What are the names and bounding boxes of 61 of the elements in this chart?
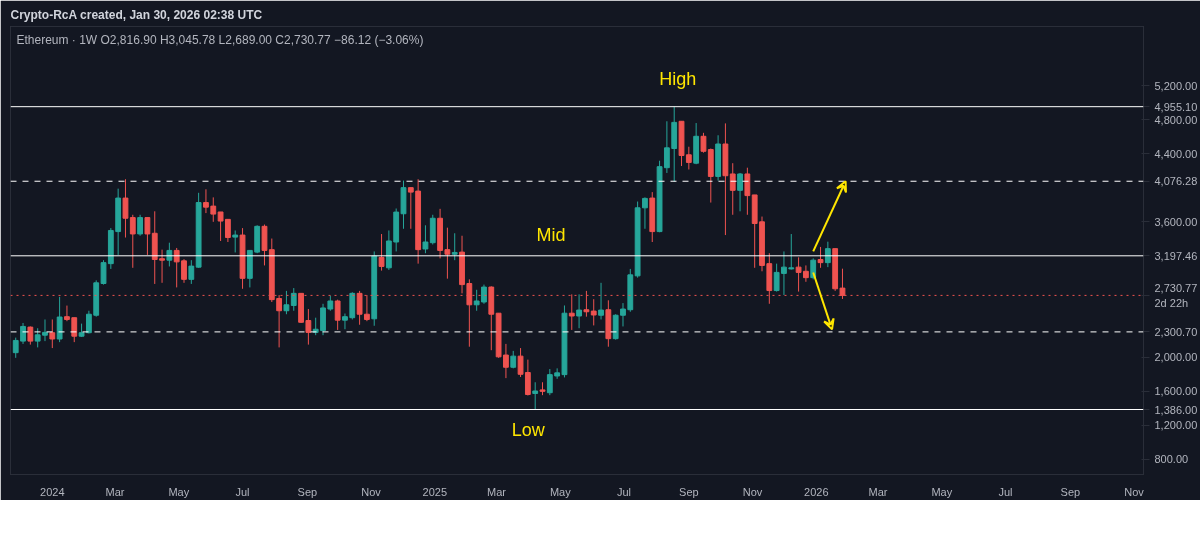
x-tick-label: Jul	[617, 485, 632, 498]
chart-title: Crypto-RcA created, Jan 30, 2026 02:38 UTC	[10, 7, 263, 22]
candlestick	[576, 293, 582, 329]
candlestick	[188, 259, 195, 285]
annotation: High	[659, 68, 697, 89]
x-tick-label: 2024	[40, 485, 65, 498]
x-tick-label: Jul	[998, 485, 1013, 498]
candlestick	[56, 296, 63, 343]
x-tick-label: 2025	[422, 485, 448, 498]
x-tick-label: 2026	[804, 485, 829, 498]
candlestick	[334, 299, 341, 331]
x-tick-label: May	[168, 485, 190, 498]
ref-line-label: 1,386.00	[1154, 403, 1198, 416]
candlestick	[144, 217, 151, 256]
candlestick	[451, 232, 458, 261]
ref-line-label: 3,197.46	[1154, 249, 1198, 262]
x-tick-label: Nov	[1124, 485, 1145, 498]
x-tick-label: Nov	[361, 485, 382, 498]
y-tick-label: 5,200.00	[1154, 79, 1198, 92]
y-tick-label: 2,000.00	[1154, 351, 1198, 364]
candlestick	[817, 246, 824, 269]
candlestick	[232, 229, 239, 253]
candlestick	[532, 381, 539, 411]
x-tick-label: Nov	[742, 485, 763, 498]
x-tick-label: Sep	[679, 485, 699, 498]
candlestick	[590, 298, 597, 326]
x-tick-label: Mar	[487, 485, 507, 498]
x-tick-label: Mar	[105, 485, 125, 498]
y-tick-label: 4,400.00	[1154, 147, 1198, 160]
annotation: Mid	[536, 224, 566, 245]
candlestick	[737, 172, 743, 212]
y-tick-label: 4,800.00	[1154, 113, 1198, 126]
candlestick	[378, 233, 385, 272]
candlestick	[27, 325, 34, 346]
text: Ethereum · 1W O2,816.90 H3,045.78 L2,689.00 C2,730.77 −86.12 (−3.06%)	[16, 32, 424, 47]
candlestick	[729, 162, 736, 216]
x-tick-label: May	[931, 485, 953, 498]
candlestick	[166, 242, 173, 267]
y-tick-label: 1,200.00	[1154, 419, 1198, 432]
y-tick-label: 3,600.00	[1154, 215, 1198, 228]
candlestick	[283, 290, 290, 315]
x-tick-label: Mar	[868, 485, 888, 498]
ref-line-label: 2,300.70	[1154, 325, 1198, 338]
candlestick	[137, 214, 144, 237]
ref-line-label: 4,076.28	[1154, 175, 1198, 188]
x-tick-label: May	[549, 485, 572, 498]
y-tick-label: 1,600.00	[1154, 385, 1198, 398]
candlestick	[744, 167, 751, 216]
candlestick	[290, 287, 297, 312]
candlestick	[49, 318, 56, 349]
x-tick-label: Jul	[235, 485, 250, 498]
x-tick-label: Sep	[1060, 485, 1081, 498]
ref-line-label: 4,955.10	[1154, 100, 1198, 113]
candlestick	[824, 241, 831, 268]
x-tick-label: Sep	[297, 485, 318, 498]
ref-line-label: 2,730.77 2d 22h	[1154, 282, 1198, 309]
candlestick	[642, 196, 648, 230]
candlestick	[422, 224, 429, 254]
candlestick	[598, 282, 604, 320]
y-tick-label: 800.00	[1154, 453, 1189, 466]
annotation: Low	[511, 419, 546, 440]
